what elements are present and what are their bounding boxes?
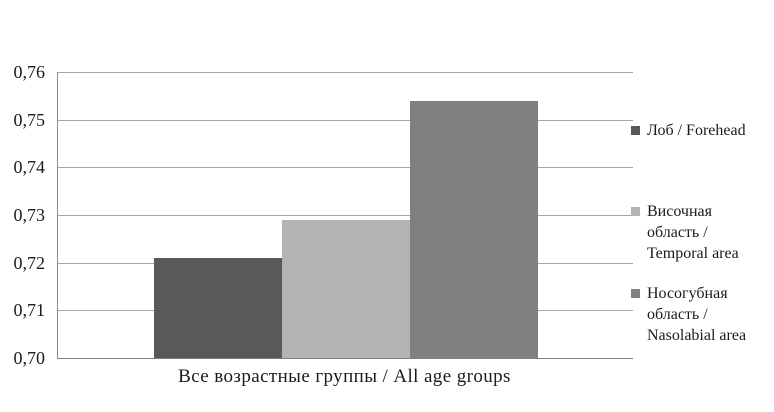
bar-series-3 (410, 100, 538, 358)
gridline (58, 167, 633, 169)
legend-label: Носогубная область / Nasolabial area (647, 285, 747, 344)
gridline (58, 215, 633, 216)
gridline (58, 119, 633, 121)
y-tick-label: 0,73 (13, 205, 46, 225)
legend-marker-icon (631, 207, 640, 216)
y-tick-label: 0,74 (13, 157, 46, 178)
legend-marker-icon (631, 126, 640, 135)
legend-entry: Носогубная область / Nasolabial area (631, 283, 774, 346)
y-tick-label: 0,70 (13, 348, 46, 368)
gridline (58, 72, 633, 73)
bar-series-2 (282, 219, 410, 358)
bar-series-1 (154, 257, 282, 358)
y-tick-label: 0,76 (13, 62, 46, 82)
legend-entry: Лоб / Forehead (631, 120, 774, 141)
legend: Лоб / Forehead Височная область / Tempora… (631, 120, 774, 346)
y-tick-label: 0,75 (13, 109, 46, 130)
legend-marker-icon (631, 289, 640, 298)
plot-area (57, 72, 633, 359)
y-axis: 0,70 0,71 0,72 0,73 0,74 0,75 0,76 (0, 63, 46, 367)
legend-label: Лоб / Forehead (647, 122, 746, 139)
y-tick-label: 0,71 (13, 300, 46, 321)
x-axis-label: Все возрастные группы / All age groups (178, 366, 511, 387)
legend-label: Височная область / Temporal area (647, 203, 739, 262)
legend-entry: Височная область / Temporal area (631, 201, 774, 264)
y-tick-label: 0,72 (13, 252, 46, 273)
